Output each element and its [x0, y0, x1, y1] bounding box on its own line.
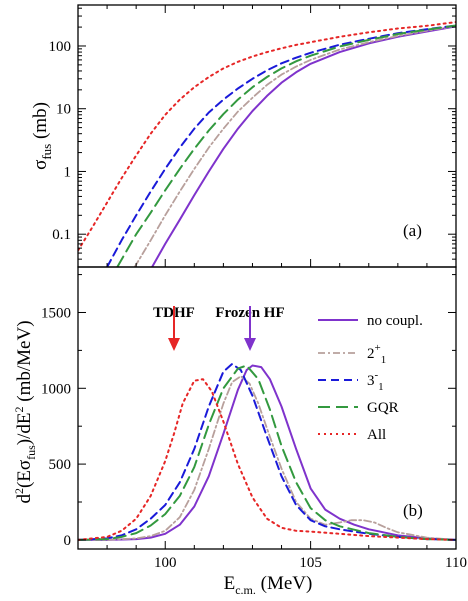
panel-b-curves	[78, 363, 456, 541]
legend-label-text: no coupl.	[367, 313, 423, 329]
legend-label-text: GQR	[367, 400, 399, 416]
panel-b-series-two_plus	[78, 375, 456, 541]
panel-b-y-tick-label: 500	[49, 457, 72, 473]
legend-label-text: 2	[367, 346, 375, 362]
panel-a-y-tick-label: 0.1	[52, 227, 71, 243]
legend-label-text: 3	[367, 373, 375, 389]
legend-label-nocoupl: no coupl.	[367, 313, 423, 329]
legend-label-two_plus: 2+1	[367, 342, 386, 366]
panel-a-ylabel-sigma: σ	[30, 160, 51, 170]
legend-label-text: All	[367, 427, 386, 443]
panel-b-barrier-distribution: 0 500 1000 1500 100 105 110 (b) d2(Eσfus)/dE2 …	[12, 266, 467, 597]
panel-b-y-tick-label: 1000	[41, 381, 71, 397]
panel-b-x-tick-label: 110	[445, 555, 467, 571]
legend-label-sup: -	[375, 369, 379, 381]
panel-a-series-two_plus	[133, 25, 456, 267]
xlabel-sub: c.m.	[235, 583, 256, 597]
panel-a-ylabel-sub: fus	[39, 144, 54, 160]
x-axis-title: Ec.m. (MeV)	[224, 573, 313, 597]
frozen-hf-arrow-head	[244, 338, 256, 351]
legend-label-gqr: GQR	[367, 400, 399, 416]
panel-a-curves	[78, 21, 456, 267]
tdhf-annotation: TDHF	[153, 305, 195, 351]
panel-b-series-nocoupl	[78, 364, 456, 541]
panel-a-y-tick-label: 10	[56, 102, 71, 118]
panel-a-ticks: 0.1 1 10 100	[49, 5, 457, 268]
ylabel-d: d	[14, 494, 35, 504]
legend-label-sub: 1	[381, 354, 387, 366]
panel-a-y-tick-label: 100	[49, 39, 72, 55]
panel-a-label: (a)	[403, 221, 422, 240]
panel-b-series-all	[78, 378, 456, 541]
xlabel-e: E	[224, 573, 236, 594]
panel-a-series-gqr	[116, 24, 456, 267]
panel-a-ylabel-unit: (mb)	[30, 102, 51, 139]
ylabel-post: )/dE	[14, 412, 35, 445]
panel-a-series-all	[78, 21, 456, 252]
panel-b-y-tick-label: 0	[64, 533, 72, 549]
frozen-hf-annotation: Frozen HF	[215, 305, 285, 351]
panel-b-frame	[77, 266, 457, 550]
panel-b-y-tick-label: 1500	[41, 305, 71, 321]
panel-a-y-axis-title: σfus (mb)	[30, 102, 54, 170]
panel-b-x-tick-label: 100	[154, 555, 177, 571]
panel-b-ticks: 0 500 1000 1500 100 105 110	[41, 274, 467, 571]
panel-b-x-tick-label: 105	[299, 555, 322, 571]
tdhf-arrow-head	[168, 338, 180, 351]
legend-label-sup: +	[375, 342, 381, 354]
panel-a-y-tick-label: 1	[64, 164, 72, 180]
panel-b-series-three_minus	[78, 363, 456, 541]
legend-label-all: All	[367, 427, 386, 443]
ylabel-sup2: 2	[12, 406, 26, 412]
ylabel-unit: (mb/MeV)	[14, 320, 35, 401]
ylabel-sub: fus	[24, 445, 38, 460]
panel-b-series-gqr	[78, 364, 456, 541]
panel-b-label: (b)	[403, 501, 423, 520]
ylabel-mid: (Eσ	[14, 460, 35, 488]
ylabel-sup1: 2	[12, 488, 26, 494]
panel-b-y-axis-title: d2(Eσfus)/dE2 (mb/MeV)	[12, 320, 38, 503]
xlabel-unit: (MeV)	[261, 573, 313, 594]
panel-a-series-nocoupl	[151, 25, 456, 267]
legend-label-sub: 1	[378, 381, 384, 393]
panel-a-series-three_minus	[106, 24, 456, 267]
legend-label-three_minus: 3-1	[367, 369, 384, 393]
